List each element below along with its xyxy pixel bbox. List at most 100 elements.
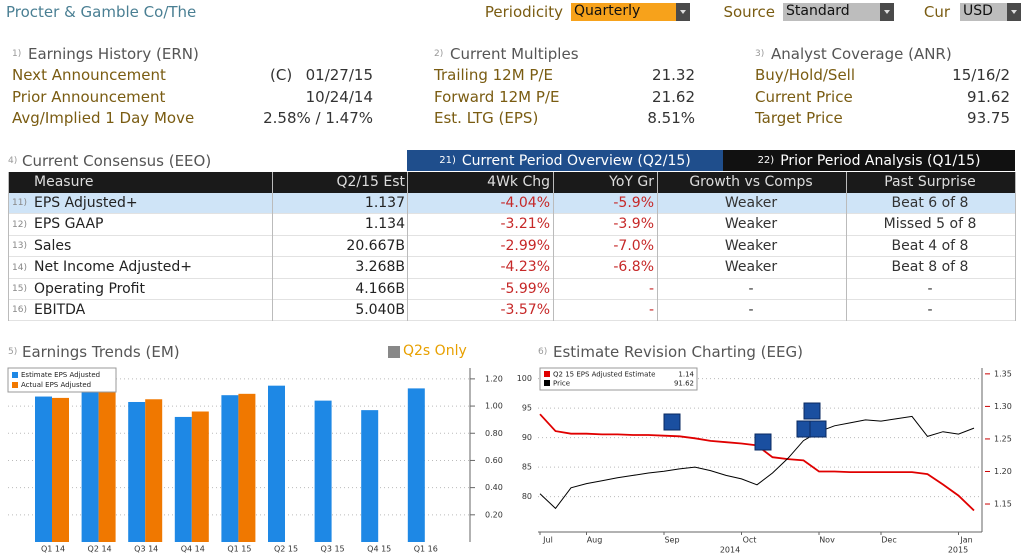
- tab[interactable]: 22) Prior Period Analysis (Q1/15): [723, 150, 1015, 171]
- x-tick-label: Q3 14: [134, 545, 158, 554]
- table-cell: -: [927, 301, 933, 318]
- y-tick-label: 0.60: [485, 456, 503, 465]
- table-cell: 1.134: [364, 216, 405, 233]
- y2-tick-label: 1.15: [994, 500, 1012, 509]
- row-number: 13): [12, 241, 27, 252]
- tab-label: Prior Period Analysis (Q1/15): [780, 152, 981, 169]
- tab[interactable]: 21) Current Period Overview (Q2/15): [407, 150, 723, 171]
- panel-title: Current Multiples: [450, 44, 579, 63]
- legend-value: 1.14: [678, 371, 694, 379]
- panel-number: 1): [12, 48, 22, 59]
- x-tick-label: Q1 14: [41, 545, 65, 554]
- event-marker: [663, 413, 681, 431]
- y2-tick-label: 1.25: [994, 434, 1012, 443]
- table-cell: Weaker: [724, 194, 778, 211]
- bar: [98, 392, 116, 542]
- x-tick-label: Aug: [587, 536, 603, 545]
- tab-number: 22): [757, 155, 775, 166]
- page-title: Procter & Gamble Co/The: [6, 2, 197, 21]
- row-label: Forward 12M P/E: [434, 87, 560, 106]
- table-cell: 3.268B: [355, 259, 405, 276]
- table-cell: -: [927, 280, 933, 297]
- chart-title: Earnings Trends (EM): [22, 342, 180, 361]
- row-value: 10/24/14: [305, 87, 373, 106]
- legend-box: [539, 367, 698, 391]
- legend-label: Estimate EPS Adjusted: [21, 371, 100, 379]
- table-cell: -5.9%: [613, 194, 654, 211]
- column-divider: [846, 172, 847, 322]
- table-cell: -: [748, 301, 754, 318]
- column-divider: [8, 172, 9, 322]
- dropdown[interactable]: [783, 3, 880, 21]
- bar: [268, 385, 285, 542]
- bar: [81, 391, 99, 542]
- row-number: 12): [12, 219, 27, 230]
- table-cell: -4.23%: [500, 259, 550, 276]
- bar: [128, 401, 146, 542]
- table-cell: 20.667B: [346, 237, 405, 254]
- dropdown[interactable]: [960, 3, 1007, 21]
- table-row[interactable]: [8, 235, 1015, 258]
- row-value: 15/16/2: [952, 65, 1010, 84]
- panel-title: Earnings History (ERN): [28, 44, 199, 63]
- table-cell: -: [648, 301, 654, 318]
- row-number: 16): [12, 305, 27, 316]
- column-divider: [553, 172, 554, 322]
- panel-title: Analyst Coverage (ANR): [771, 44, 952, 63]
- table-cell: 5.040B: [355, 301, 405, 318]
- table-cell: -7.0%: [613, 237, 654, 254]
- table-cell: EPS Adjusted+: [34, 194, 138, 211]
- table-cell: -6.8%: [613, 259, 654, 276]
- dropdown-value: Standard: [786, 3, 850, 20]
- table-row[interactable]: [8, 214, 1015, 236]
- y-tick-label: 0.20: [485, 510, 503, 519]
- y-tick-label: 90: [522, 433, 532, 442]
- row-value: 21.32: [652, 65, 695, 84]
- column-header: Measure: [34, 173, 94, 190]
- y-tick-label: 100: [517, 374, 532, 383]
- legend-swatch: [544, 380, 550, 386]
- legend-swatch: [12, 372, 18, 378]
- row-label: Next Announcement: [12, 65, 166, 84]
- column-divider: [272, 172, 273, 322]
- table-cell: Weaker: [724, 216, 778, 233]
- dropdown-value: Quarterly: [574, 3, 641, 20]
- dropdown-value: USD: [963, 3, 993, 20]
- table-cell: Weaker: [724, 259, 778, 276]
- x-tick-label: Sep: [664, 536, 679, 545]
- column-header: Growth vs Comps: [689, 173, 813, 190]
- section-number: 4): [8, 155, 18, 166]
- table-row[interactable]: [8, 300, 1015, 322]
- row-label: Current Price: [755, 87, 853, 106]
- tab-label: Current Period Overview (Q2/15): [461, 152, 691, 169]
- x-tick-label: Jan: [959, 536, 972, 545]
- table-row[interactable]: [8, 193, 1015, 215]
- column-header: 4Wk Chg: [487, 173, 550, 190]
- table-cell: Sales: [34, 237, 72, 254]
- legend-swatch: [12, 382, 18, 388]
- table-cell: -5.99%: [500, 280, 550, 297]
- x-tick-label: Q1 16: [414, 545, 438, 554]
- table-cell: -: [748, 280, 754, 297]
- table-cell: 4.166B: [355, 280, 405, 297]
- table-row[interactable]: [8, 257, 1015, 279]
- table-cell: -3.9%: [613, 216, 654, 233]
- bar: [221, 395, 239, 542]
- dropdown[interactable]: [571, 3, 676, 21]
- year-label: 2015: [948, 546, 968, 555]
- y-tick-label: 95: [522, 404, 532, 413]
- row-value: 8.51%: [647, 108, 695, 127]
- panel-number: 3): [755, 48, 765, 59]
- row-number: 15): [12, 284, 27, 294]
- series-line: [539, 413, 975, 512]
- table-row[interactable]: [8, 278, 1015, 300]
- row-label: Trailing 12M P/E: [434, 65, 553, 84]
- checkbox[interactable]: [388, 346, 400, 358]
- bar: [314, 400, 332, 542]
- x-tick-label: Dec: [881, 536, 896, 545]
- chart-number: 6): [538, 346, 548, 357]
- series-line: [539, 415, 975, 510]
- table-cell: -3.21%: [500, 216, 550, 233]
